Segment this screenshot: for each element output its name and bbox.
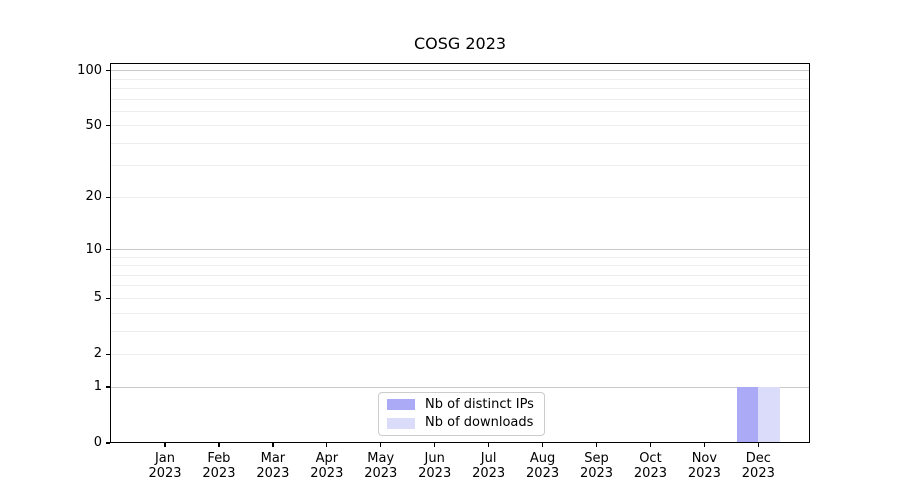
- y-tick-label: 50: [85, 117, 102, 133]
- legend-label-distinct-ips: Nb of distinct IPs: [425, 396, 534, 412]
- y-tick-label: 10: [85, 241, 102, 257]
- y-tick-label: 100: [77, 62, 102, 78]
- x-tick-label: Sep 2023: [579, 451, 614, 481]
- gridline-major: [110, 70, 810, 72]
- legend-label-downloads: Nb of downloads: [425, 415, 534, 431]
- legend: Nb of distinct IPs Nb of downloads: [378, 392, 545, 436]
- x-tick-mark: [595, 443, 598, 447]
- x-tick-label: Jan 2023: [148, 451, 182, 481]
- x-tick-mark: [541, 443, 544, 447]
- x-tick-mark: [703, 443, 706, 447]
- gridline-minor: [110, 312, 810, 314]
- legend-item-downloads: Nb of downloads: [379, 414, 544, 432]
- x-tick-mark: [434, 443, 436, 447]
- gridline-minor: [110, 297, 810, 299]
- x-tick-label: Aug 2023: [526, 451, 560, 481]
- bar-layer: [110, 63, 810, 443]
- bar-dec-series-0: [736, 387, 759, 443]
- x-tick-mark: [218, 443, 220, 447]
- bar-dec-series-1: [758, 387, 780, 443]
- y-tick-label: 0: [93, 435, 102, 450]
- x-tick-mark: [164, 443, 166, 447]
- gridline-minor: [110, 274, 810, 276]
- gridline-minor: [110, 196, 810, 198]
- gridline-minor: [110, 330, 810, 332]
- legend-item-distinct-ips: Nb of distinct IPs: [379, 396, 544, 414]
- gridline-minor: [110, 98, 810, 100]
- x-tick-mark: [487, 443, 490, 447]
- x-tick-label: May 2023: [364, 451, 398, 481]
- y-tick-label: 20: [85, 189, 102, 205]
- gridline-minor: [110, 165, 810, 167]
- y-tick-label: 5: [93, 290, 102, 306]
- x-tick-mark: [326, 443, 328, 447]
- gridline-minor: [110, 265, 810, 267]
- x-tick-label: Jul 2023: [472, 451, 506, 481]
- gridline-minor: [110, 87, 810, 89]
- gridline-minor: [110, 125, 810, 127]
- grid-layer: [110, 63, 810, 443]
- gridline-minor: [110, 256, 810, 258]
- x-tick-label: Oct 2023: [633, 451, 667, 481]
- gridline-minor: [110, 142, 810, 144]
- gridline-minor: [110, 110, 810, 112]
- x-tick-mark: [272, 443, 274, 447]
- x-tick-label: Dec 2023: [741, 451, 775, 481]
- x-tick-mark: [649, 443, 652, 447]
- gridline-minor: [110, 353, 810, 355]
- y-tick-label: 2: [93, 346, 102, 362]
- legend-swatch-downloads-icon: [387, 417, 415, 429]
- x-tick-label: Apr 2023: [310, 451, 344, 481]
- x-tick-mark: [757, 443, 759, 447]
- y-tick-label: 1: [93, 379, 102, 395]
- x-tick-label: Feb 2023: [202, 451, 236, 481]
- gridline-minor: [110, 285, 810, 287]
- chart-title: COSG 2023: [413, 34, 507, 53]
- gridline-minor: [110, 78, 810, 80]
- gridline-major: [110, 386, 810, 388]
- x-tick-mark: [380, 443, 382, 447]
- x-tick-label: Nov 2023: [687, 451, 721, 481]
- x-tick-label: Mar 2023: [256, 451, 290, 481]
- gridline-major: [110, 249, 810, 251]
- legend-swatch-distinct-ips-icon: [387, 399, 415, 411]
- x-tick-label: Jun 2023: [418, 451, 452, 481]
